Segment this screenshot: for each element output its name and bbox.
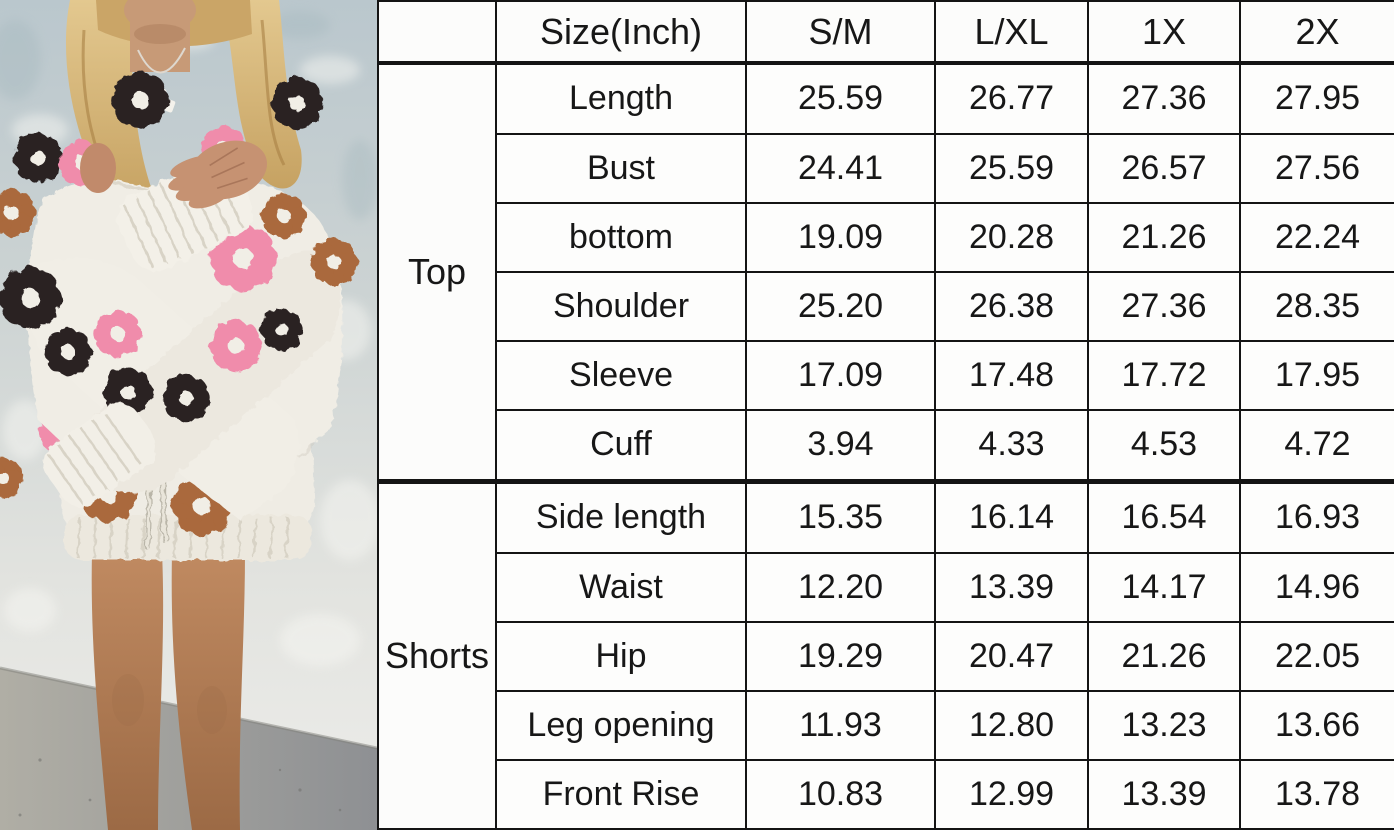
knit-sweater: [0, 70, 359, 520]
hands: [80, 140, 268, 209]
row-label: Cuff: [495, 408, 747, 484]
table-row: Bust 24.41 25.59 26.57 27.56: [378, 132, 1394, 204]
measurement-cell: 27.56: [1239, 132, 1394, 204]
measurement-cell: 13.23: [1087, 689, 1241, 761]
measurement-cell: 16.54: [1087, 480, 1241, 554]
measurement-cell: 21.26: [1087, 201, 1241, 273]
measurement-cell: 4.33: [934, 408, 1089, 484]
row-label: Waist: [495, 551, 747, 623]
group-cell-shorts: Shorts: [377, 480, 497, 830]
col-header-size-inch: Size(Inch): [495, 0, 747, 65]
corner-cell: [377, 0, 497, 65]
measurement-cell: 10.83: [745, 758, 936, 830]
measurement-cell: 27.36: [1087, 62, 1241, 135]
size-table-body: Top Length 25.59 26.77 27.36 27.95 Bust 24.41 25…: [377, 61, 1394, 830]
col-header-1x: 1X: [1087, 0, 1241, 65]
measurement-cell: 16.93: [1239, 480, 1394, 554]
table-row: Shoulder 25.20 26.38 27.36 28.35: [378, 270, 1394, 342]
measurement-cell: 12.80: [934, 689, 1089, 761]
row-label: Length: [495, 62, 747, 135]
measurement-cell: 22.05: [1239, 620, 1394, 692]
measurement-cell: 27.36: [1087, 270, 1241, 342]
measurement-cell: 19.29: [745, 620, 936, 692]
size-chart-table: Size(Inch) S/M L/XL 1X 2X Top Length 25.59…: [377, 0, 1394, 830]
col-header-2x: 2X: [1239, 0, 1394, 65]
measurement-cell: 21.26: [1087, 620, 1241, 692]
row-label: Hip: [495, 620, 747, 692]
measurement-cell: 17.95: [1239, 339, 1394, 411]
measurement-cell: 25.59: [745, 62, 936, 135]
col-header-lxl: L/XL: [934, 0, 1089, 65]
measurement-cell: 25.20: [745, 270, 936, 342]
group-cell-top: Top: [377, 61, 497, 484]
table-row: Top Length 25.59 26.77 27.36 27.95: [377, 61, 1394, 484]
legs: [91, 552, 245, 830]
measurement-cell: 11.93: [745, 689, 936, 761]
row-label: bottom: [495, 201, 747, 273]
sleeve-cuff: [43, 403, 157, 507]
measurement-cell: 24.41: [745, 132, 936, 204]
table-row: Hip 19.29 20.47 21.26 22.05: [378, 620, 1394, 692]
measurement-cell: 26.38: [934, 270, 1089, 342]
row-label: Sleeve: [495, 339, 747, 411]
header-row: Size(Inch) S/M L/XL 1X 2X: [377, 0, 1394, 65]
neck-and-chin: [124, 0, 196, 72]
measurement-cell: 28.35: [1239, 270, 1394, 342]
measurement-cell: 12.99: [934, 758, 1089, 830]
measurement-cell: 25.59: [934, 132, 1089, 204]
measurement-cell: 14.96: [1239, 551, 1394, 623]
table-row: Shorts Side length 15.35 16.14 16.54 16.93: [377, 480, 1394, 830]
measurement-cell: 13.66: [1239, 689, 1394, 761]
measurement-cell: 13.39: [1087, 758, 1241, 830]
table-row: Cuff 3.94 4.33 4.53 4.72: [378, 408, 1394, 484]
measurement-cell: 17.09: [745, 339, 936, 411]
measurement-cell: 4.72: [1239, 408, 1394, 484]
table-row: Waist 12.20 13.39 14.17 14.96: [378, 551, 1394, 623]
measurement-cell: 22.24: [1239, 201, 1394, 273]
row-label: Front Rise: [495, 758, 747, 830]
measurement-cell: 26.77: [934, 62, 1089, 135]
measurement-cell: 14.17: [1087, 551, 1241, 623]
col-header-sm: S/M: [745, 0, 936, 65]
measurement-cell: 3.94: [745, 408, 936, 484]
table-row: bottom 19.09 20.28 21.26 22.24: [378, 201, 1394, 273]
measurement-cell: 20.47: [934, 620, 1089, 692]
measurement-cell: 15.35: [745, 480, 936, 554]
measurement-cell: 27.95: [1239, 62, 1394, 135]
measurement-cell: 16.14: [934, 480, 1089, 554]
model-photo-illustration: [0, 0, 377, 830]
table-row: Leg opening 11.93 12.80 13.23 13.66: [378, 689, 1394, 761]
row-label: Side length: [495, 480, 747, 554]
measurement-cell: 19.09: [745, 201, 936, 273]
table-row: Sleeve 17.09 17.48 17.72 17.95: [378, 339, 1394, 411]
measurement-cell: 26.57: [1087, 132, 1241, 204]
measurement-cell: 17.48: [934, 339, 1089, 411]
measurement-cell: 13.39: [934, 551, 1089, 623]
measurement-cell: 17.72: [1087, 339, 1241, 411]
row-label: Shoulder: [495, 270, 747, 342]
measurement-cell: 13.78: [1239, 758, 1394, 830]
row-label: Bust: [495, 132, 747, 204]
measurement-cell: 4.53: [1087, 408, 1241, 484]
measurement-cell: 20.28: [934, 201, 1089, 273]
row-label: Leg opening: [495, 689, 747, 761]
table-row: Front Rise 10.83 12.99 13.39 13.78: [378, 758, 1394, 830]
measurement-cell: 12.20: [745, 551, 936, 623]
product-photo: [0, 0, 377, 830]
